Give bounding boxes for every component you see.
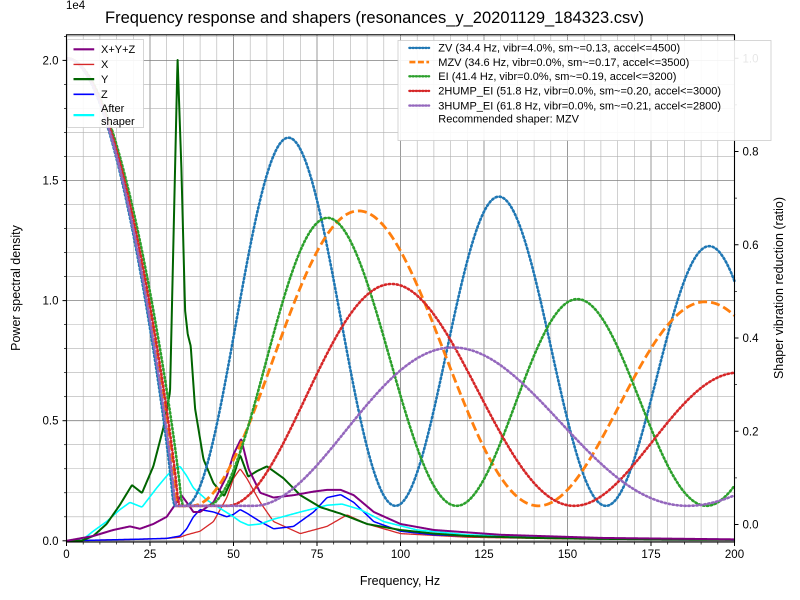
svg-text:Y: Y <box>101 74 109 86</box>
svg-text:0.0: 0.0 <box>743 520 759 532</box>
svg-text:X: X <box>101 59 109 71</box>
svg-text:1.5: 1.5 <box>43 176 59 188</box>
svg-text:EI (41.4 Hz, vibr=0.0%, sm~=0.: EI (41.4 Hz, vibr=0.0%, sm~=0.19, accel<… <box>438 71 676 83</box>
svg-text:0.6: 0.6 <box>743 240 759 252</box>
svg-text:0.4: 0.4 <box>743 333 760 345</box>
svg-text:2.0: 2.0 <box>43 55 59 67</box>
svg-text:Z: Z <box>101 89 108 101</box>
svg-text:200: 200 <box>725 549 744 561</box>
svg-text:Power spectral density: Power spectral density <box>9 224 23 351</box>
svg-text:0.5: 0.5 <box>43 416 59 428</box>
svg-text:175: 175 <box>641 549 660 561</box>
svg-text:125: 125 <box>474 549 493 561</box>
svg-text:After: After <box>101 103 125 115</box>
svg-text:3HUMP_EI (61.8 Hz, vibr=0.0%,: 3HUMP_EI (61.8 Hz, vibr=0.0%, sm~=0.21, … <box>438 100 721 112</box>
svg-text:0.2: 0.2 <box>743 426 759 438</box>
svg-text:50: 50 <box>227 549 240 561</box>
svg-text:100: 100 <box>391 549 410 561</box>
svg-text:Frequency response and shapers: Frequency response and shapers (resonanc… <box>105 9 644 27</box>
svg-text:2HUMP_EI (51.8 Hz, vibr=0.0%,: 2HUMP_EI (51.8 Hz, vibr=0.0%, sm~=0.20, … <box>438 86 721 98</box>
svg-text:75: 75 <box>311 549 324 561</box>
svg-text:Recommended shaper: MZV: Recommended shaper: MZV <box>438 114 579 126</box>
svg-text:shaper: shaper <box>101 116 135 128</box>
svg-text:MZV (34.6 Hz, vibr=0.0%, sm~=0: MZV (34.6 Hz, vibr=0.0%, sm~=0.17, accel… <box>438 57 689 69</box>
svg-text:X+Y+Z: X+Y+Z <box>101 44 136 56</box>
svg-text:25: 25 <box>144 549 157 561</box>
svg-text:0: 0 <box>63 549 69 561</box>
svg-text:1e4: 1e4 <box>66 0 86 12</box>
svg-text:1.0: 1.0 <box>43 296 59 308</box>
svg-text:ZV (34.4 Hz, vibr=4.0%, sm~=0.: ZV (34.4 Hz, vibr=4.0%, sm~=0.13, accel<… <box>438 43 680 55</box>
svg-text:0.0: 0.0 <box>43 536 59 548</box>
svg-text:0.8: 0.8 <box>743 147 759 159</box>
svg-text:Shaper vibration reduction (ra: Shaper vibration reduction (ratio) <box>772 197 786 379</box>
svg-text:Frequency, Hz: Frequency, Hz <box>360 574 440 588</box>
svg-text:150: 150 <box>558 549 577 561</box>
